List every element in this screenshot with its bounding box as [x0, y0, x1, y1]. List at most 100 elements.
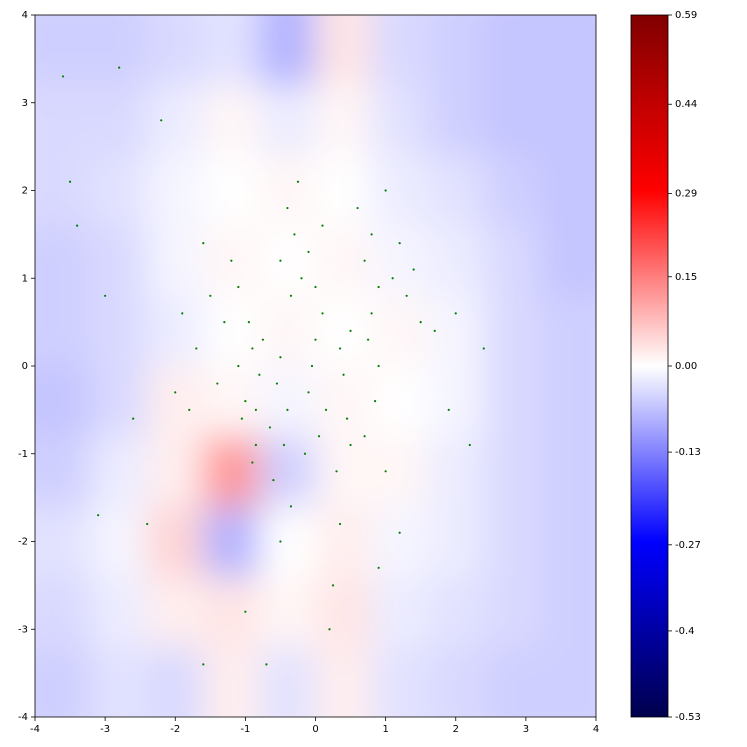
point	[279, 356, 282, 359]
heat-cell	[427, 295, 485, 367]
heat-cell	[203, 366, 260, 437]
x-tick-label: -3	[100, 724, 110, 735]
x-tick-label: -4	[30, 724, 40, 735]
heat-cell	[483, 506, 541, 578]
scatter	[61, 66, 485, 666]
point	[447, 408, 450, 411]
heat-cell	[315, 506, 373, 578]
heat-cell	[259, 576, 316, 648]
heat-cell	[35, 506, 92, 578]
x-tick-label: 1	[382, 724, 388, 735]
point	[132, 417, 135, 420]
point	[279, 259, 282, 262]
point	[68, 180, 72, 183]
heat-cell	[483, 295, 541, 367]
heat-cell	[483, 155, 541, 227]
heat-cell	[539, 366, 596, 437]
point	[282, 443, 286, 447]
point	[188, 408, 191, 411]
point	[331, 584, 335, 587]
heat-cell	[371, 646, 429, 717]
point	[195, 347, 198, 350]
heat-cell	[147, 15, 204, 86]
heat-cell	[371, 225, 429, 297]
point	[265, 663, 268, 666]
heat-cell	[259, 15, 316, 86]
heat-cell	[371, 436, 429, 507]
heat-cell	[259, 506, 316, 578]
x-tick-label: -1	[240, 724, 250, 735]
point	[300, 277, 303, 280]
point	[61, 75, 65, 78]
heat-cell	[91, 436, 148, 507]
point	[181, 312, 184, 315]
heat-cell	[91, 576, 148, 648]
heat-cell	[147, 366, 204, 437]
point	[209, 294, 212, 297]
point	[286, 408, 289, 411]
point	[247, 321, 250, 324]
point	[419, 321, 422, 324]
heat-cell	[203, 155, 260, 227]
heat-cell	[203, 295, 260, 367]
point	[174, 391, 177, 394]
point	[296, 180, 300, 183]
x-tick-label: 2	[453, 724, 459, 735]
point	[377, 566, 380, 569]
heat-cell	[35, 366, 92, 437]
heat-cell	[371, 506, 429, 578]
point	[433, 329, 436, 332]
colorbar-tick-label: 0.59	[675, 10, 697, 21]
point	[289, 505, 293, 508]
heat-cell	[91, 366, 148, 437]
colorbar-tick-label: -0.27	[675, 540, 701, 551]
heat-cell	[315, 225, 373, 297]
heat-cell	[91, 155, 148, 227]
point	[345, 417, 349, 420]
heat-cell	[259, 646, 316, 717]
y-tick-label: 3	[22, 98, 28, 109]
colorbar-tick-label: -0.53	[675, 712, 701, 723]
point	[391, 277, 394, 280]
heat-cell	[147, 646, 204, 717]
point	[223, 321, 226, 324]
heat-cell	[147, 155, 204, 227]
point	[324, 408, 328, 411]
heat-cell	[35, 225, 92, 297]
point	[384, 470, 387, 473]
point	[338, 347, 342, 350]
heat-cell	[483, 366, 541, 437]
heat-cell	[315, 436, 373, 507]
point	[160, 119, 163, 122]
point	[384, 189, 387, 192]
heat-cell	[371, 576, 429, 648]
point	[251, 461, 254, 464]
point	[412, 268, 415, 271]
heat-cell	[539, 436, 596, 507]
colorbar-tick-label: 0.00	[675, 361, 697, 372]
point	[244, 400, 247, 403]
point	[335, 470, 338, 473]
y-tick-label: -4	[18, 712, 28, 723]
heat-cell	[539, 576, 596, 648]
heat-cell	[91, 225, 148, 297]
heat-cell	[315, 155, 373, 227]
point	[377, 364, 380, 368]
heat-cell	[315, 85, 373, 156]
point	[289, 294, 293, 297]
heat-cell	[371, 155, 429, 227]
x-tick-label: 0	[312, 724, 318, 735]
point	[286, 206, 289, 210]
point	[377, 285, 380, 289]
heat-cell	[427, 225, 485, 297]
point	[321, 312, 324, 315]
heat-cell	[35, 15, 92, 86]
heat-cell	[147, 225, 204, 297]
point	[216, 382, 219, 385]
heat-cell	[35, 576, 92, 648]
point	[342, 373, 345, 376]
point	[314, 285, 317, 289]
heat-cell	[539, 506, 596, 578]
point	[338, 522, 342, 526]
